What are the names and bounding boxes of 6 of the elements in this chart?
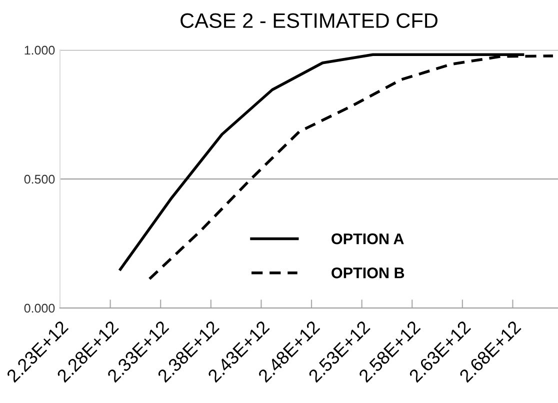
y-tick-label: 0.000 bbox=[24, 304, 55, 313]
legend-label: OPTION A bbox=[332, 233, 404, 244]
legend-label: OPTION B bbox=[332, 268, 404, 278]
y-tick-label: 1.000 bbox=[24, 46, 55, 55]
chart-title: CASE 2 - ESTIMATED CFD bbox=[180, 13, 438, 28]
y-tick-label: 0.500 bbox=[24, 174, 55, 184]
